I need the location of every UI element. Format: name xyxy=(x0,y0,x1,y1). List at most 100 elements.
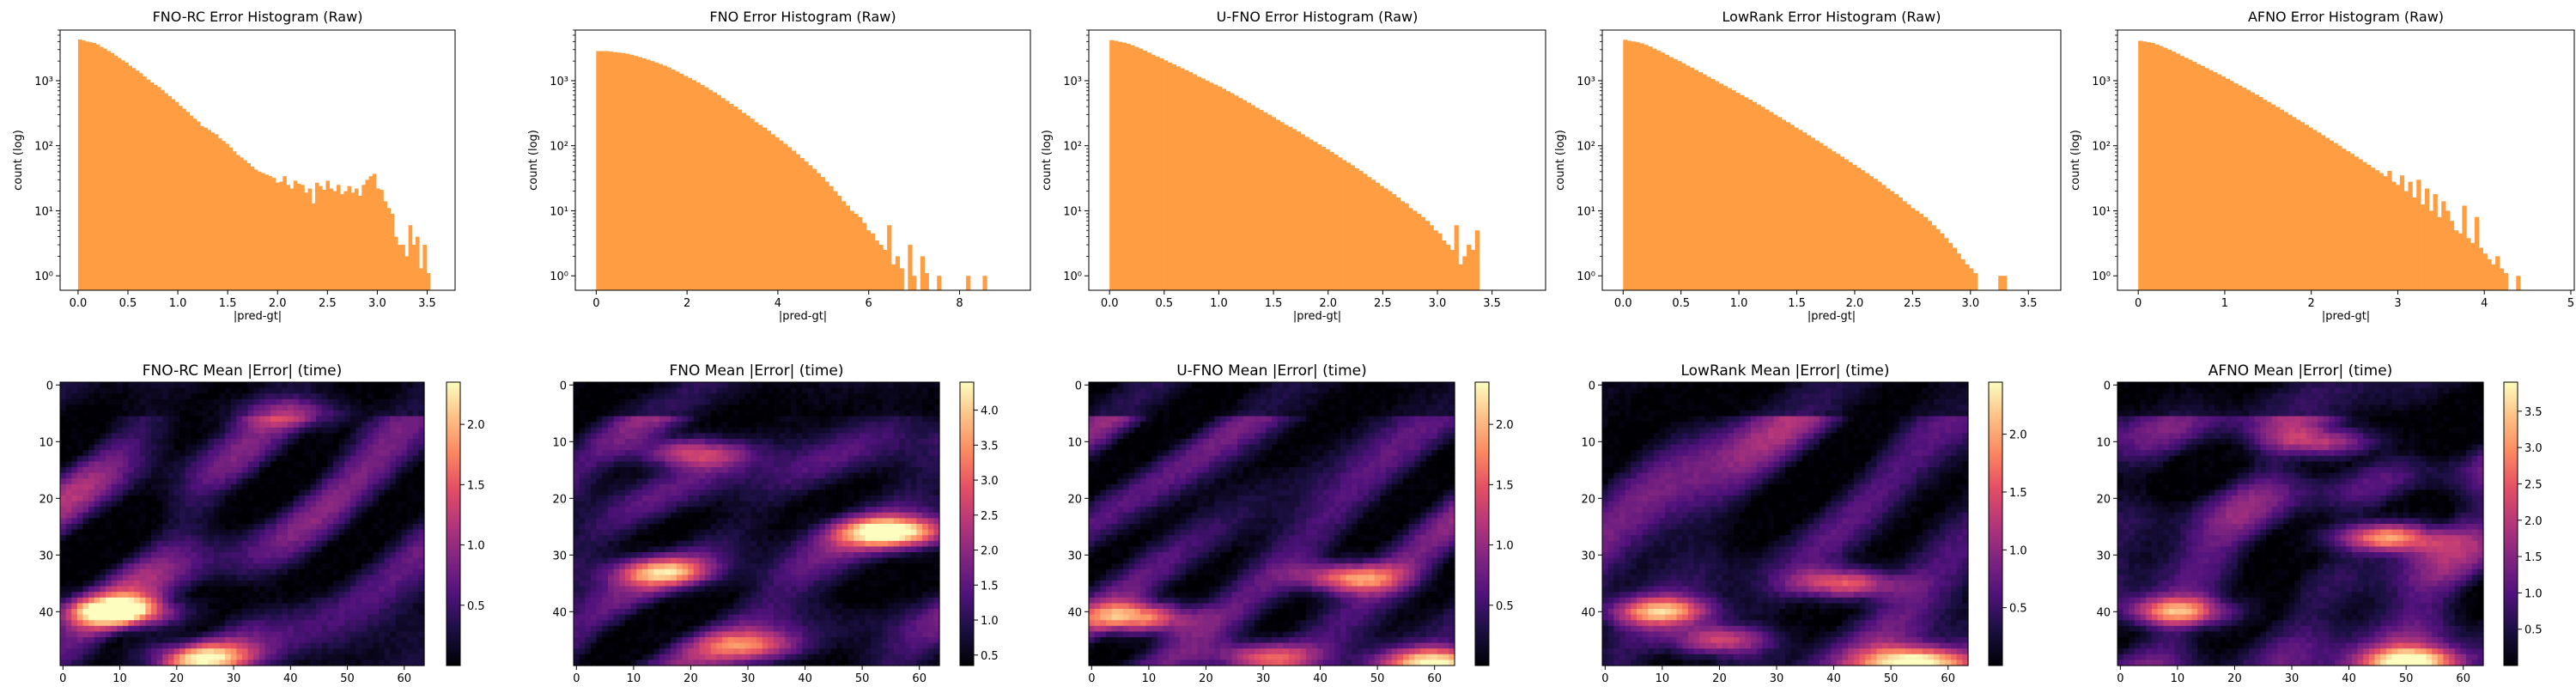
heatmap-cell xyxy=(344,467,350,473)
heatmap-cell xyxy=(631,456,637,462)
heatmap-cell xyxy=(350,615,356,621)
heatmap-cell xyxy=(83,558,89,564)
heatmap-cell xyxy=(705,461,711,467)
heatmap-cell xyxy=(77,524,83,530)
heatmap-cell xyxy=(316,581,322,587)
heatmap-cell xyxy=(117,587,123,593)
heatmap-cell xyxy=(356,546,362,552)
heatmap-cell xyxy=(208,422,214,428)
heatmap-cell xyxy=(785,399,791,405)
heatmap-cell xyxy=(259,439,265,445)
histogram-bar xyxy=(663,65,667,290)
heatmap-cell xyxy=(270,620,276,626)
histogram-bar xyxy=(2151,43,2155,290)
heatmap-cell xyxy=(77,598,83,604)
histogram-bar xyxy=(2379,173,2384,290)
heatmap-cell xyxy=(191,388,197,394)
heatmap-cell xyxy=(179,467,185,473)
heatmap-cell xyxy=(197,422,203,428)
heatmap-cell xyxy=(733,445,739,451)
heatmap-cell xyxy=(117,648,123,654)
heatmap-cell xyxy=(106,404,112,410)
heatmap-cell xyxy=(88,524,94,530)
heatmap-cell xyxy=(71,513,77,519)
heatmap-cell xyxy=(368,473,374,479)
histogram-bar xyxy=(1690,68,1694,290)
heatmap-cell xyxy=(259,416,265,423)
heatmap-cell xyxy=(270,603,276,609)
histogram-bar xyxy=(1446,245,1450,290)
heatmap-cell xyxy=(402,637,408,643)
heatmap-cell xyxy=(316,445,322,451)
heatmap-cell xyxy=(197,507,203,513)
histogram-bar xyxy=(1832,151,1836,290)
heatmap-cell xyxy=(191,546,197,552)
heatmap-cell xyxy=(225,433,231,439)
heatmap-cell xyxy=(100,587,106,593)
heatmap-cell xyxy=(797,433,803,439)
heatmap-cell xyxy=(894,382,900,388)
heatmap-cell xyxy=(322,654,328,660)
histogram-bar xyxy=(1998,276,2002,290)
heatmap-cell xyxy=(253,484,259,490)
x-axis-label: |pred-gt| xyxy=(1293,310,1341,323)
heatmap-cell xyxy=(270,518,276,524)
heatmap-cell xyxy=(282,575,288,581)
heatmap-cell xyxy=(88,513,94,519)
heatmap-cell xyxy=(294,489,300,495)
heatmap-cell xyxy=(671,445,677,451)
heatmap-cell xyxy=(699,433,705,439)
heatmap-cell xyxy=(379,484,385,490)
histogram-bar xyxy=(2167,50,2172,290)
heatmap-cell xyxy=(373,575,379,581)
heatmap-cell xyxy=(129,456,135,462)
heatmap-cell xyxy=(396,518,402,524)
histogram-bar xyxy=(1644,45,1649,290)
heatmap-cell xyxy=(288,502,294,508)
heatmap-cell xyxy=(203,637,209,643)
heatmap-cell xyxy=(402,399,408,405)
heatmap-cell xyxy=(333,615,339,621)
heatmap-cell xyxy=(333,587,339,593)
heatmap-cell xyxy=(791,439,797,445)
heatmap-cell xyxy=(225,541,231,547)
heatmap-cell xyxy=(808,404,814,410)
heatmap-cell xyxy=(100,393,106,399)
heatmap-cell xyxy=(208,541,214,547)
heatmap-cell xyxy=(157,654,163,660)
heatmap-cell xyxy=(157,626,163,632)
heatmap-cell xyxy=(899,428,905,434)
histogram-bar xyxy=(1948,243,1953,290)
heatmap-cell xyxy=(327,450,333,456)
heatmap-cell xyxy=(373,433,379,439)
heatmap-cell xyxy=(259,461,265,467)
heatmap-cell xyxy=(231,467,237,473)
heatmap-cell xyxy=(928,461,934,467)
heatmap-cell xyxy=(282,648,288,654)
heatmap-cell xyxy=(350,399,356,405)
heatmap-cell xyxy=(203,558,209,564)
histogram-bar xyxy=(312,204,316,290)
heatmap-cell xyxy=(259,603,265,609)
heatmap-cell xyxy=(396,603,402,609)
heatmap-cell xyxy=(819,388,825,394)
heatmap-cell xyxy=(100,541,106,547)
heatmap-cell xyxy=(174,524,180,530)
heatmap-cell xyxy=(407,535,413,541)
heatmap-cell xyxy=(60,546,66,552)
heatmap-cell xyxy=(350,524,356,530)
heatmap-cell xyxy=(242,575,248,581)
x-tick-label: 2.0 xyxy=(1846,297,1864,310)
heatmap-cell xyxy=(236,456,242,462)
heatmap-cell xyxy=(259,473,265,479)
heatmap-cell xyxy=(396,620,402,626)
heatmap-cell xyxy=(327,643,333,649)
heatmap-cell xyxy=(123,422,129,428)
heatmap-cell xyxy=(71,404,77,410)
heatmap-cell xyxy=(368,399,374,405)
heatmap-cell xyxy=(288,631,294,637)
heatmap-cell xyxy=(123,541,129,547)
heatmap-cell xyxy=(905,393,911,399)
heatmap-cell xyxy=(677,450,683,456)
heatmap-cell xyxy=(276,382,283,388)
